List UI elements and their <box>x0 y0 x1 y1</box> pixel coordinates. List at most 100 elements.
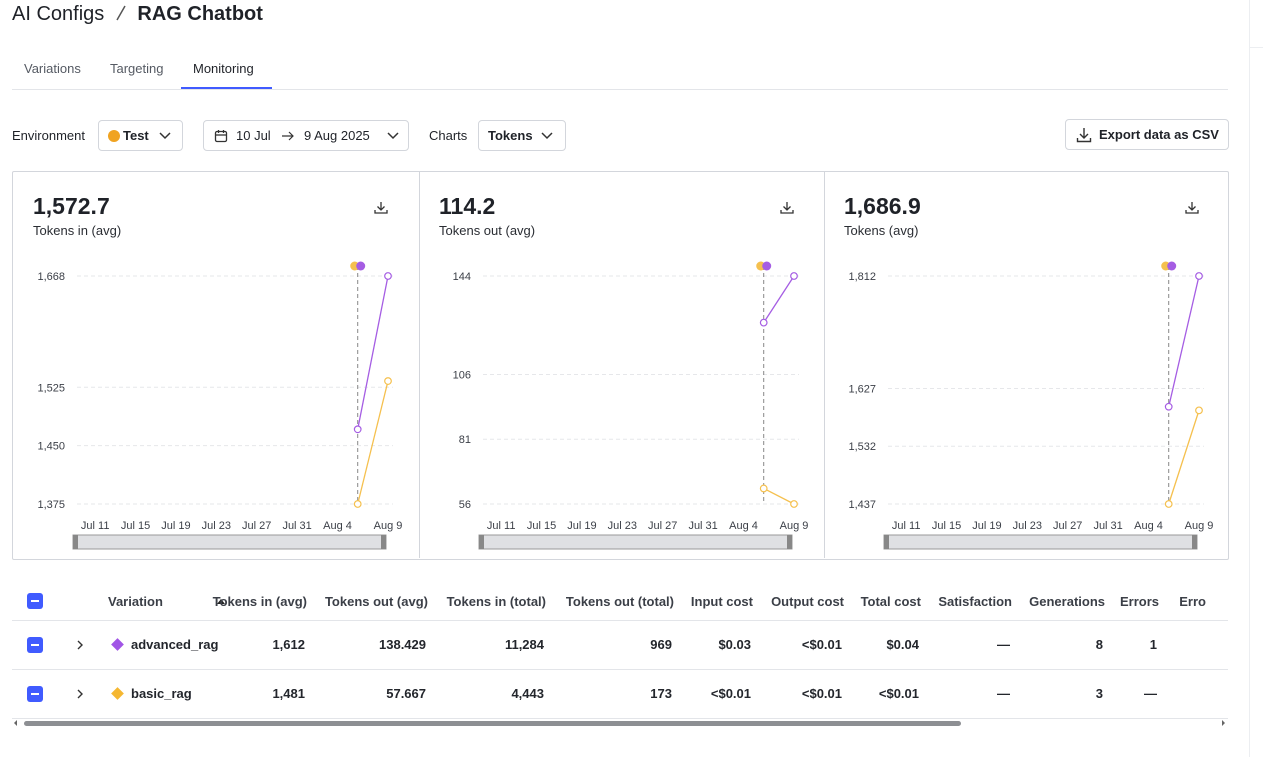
charts-container <box>12 171 1229 560</box>
slider-handle <box>786 535 792 549</box>
hover-dot <box>761 261 771 271</box>
checkbox[interactable] <box>27 686 43 702</box>
variation-name: basic_rag <box>131 686 192 701</box>
x-tick-label: Jul 15 <box>932 520 961 532</box>
x-tick-label: Jul 19 <box>567 520 596 532</box>
point <box>789 500 798 508</box>
calendar-icon <box>214 130 228 143</box>
tab[interactable]: Monitoring <box>193 61 254 76</box>
x-tick-label: Jul 15 <box>121 520 150 532</box>
download-button[interactable] <box>779 202 794 214</box>
cell: <$0.01 <box>878 686 919 701</box>
x-tick-label: Aug 4 <box>729 520 758 532</box>
column-header[interactable]: Satisfaction <box>938 594 1012 609</box>
scrollbar[interactable] <box>10 716 1230 730</box>
point <box>384 272 392 280</box>
point <box>353 425 362 434</box>
expand-icon[interactable] <box>75 688 85 700</box>
column-header[interactable]: Total cost <box>860 594 921 609</box>
point <box>789 272 798 280</box>
x-tick-label: Jul 11 <box>486 520 515 532</box>
date-to: 9 Aug 2025 <box>304 128 370 143</box>
point <box>384 377 392 385</box>
x-tick-label: Jul 31 <box>282 520 311 532</box>
side-border <box>1249 0 1250 757</box>
download-icon <box>1076 128 1092 143</box>
y-tick-label: 1,812 <box>848 271 876 283</box>
point <box>1195 406 1203 415</box>
x-tick-label: Jul 27 <box>1053 520 1082 532</box>
column-header[interactable]: Variation <box>108 594 163 609</box>
chart-panel: 1,572.7 Tokens in (avg) 1,375 1,450 1,525 1,6… <box>33 193 403 550</box>
cell: 1,481 <box>272 686 305 701</box>
column-header[interactable]: Erro <box>1179 594 1206 609</box>
column-header[interactable]: Input cost <box>690 594 753 609</box>
hover-dot <box>356 261 366 271</box>
series-line <box>762 275 795 323</box>
env-dot <box>108 130 120 142</box>
arrow-icon <box>282 131 294 141</box>
slider-handle <box>381 535 386 549</box>
range-slider[interactable] <box>72 534 387 550</box>
download-button[interactable] <box>1185 202 1199 214</box>
series-line <box>357 275 389 430</box>
range-slider[interactable] <box>883 534 1198 550</box>
cell: $0.04 <box>886 637 919 652</box>
cell: 11,284 <box>504 637 544 652</box>
y-tick-label: 1,450 <box>37 441 65 453</box>
tab[interactable]: Targeting <box>110 61 164 76</box>
cell: 969 <box>650 637 672 652</box>
charts-dropdown[interactable]: Tokens <box>478 120 566 151</box>
download-icon <box>779 202 794 214</box>
column-header[interactable]: Errors <box>1119 594 1159 609</box>
cell: — <box>997 686 1010 701</box>
x-tick-label: Jul 23 <box>607 520 636 532</box>
series-line <box>762 487 794 505</box>
cell: — <box>1144 686 1157 701</box>
slider-handle <box>478 535 484 549</box>
env-value: Test <box>123 128 149 143</box>
x-tick-label: Aug 9 <box>374 520 403 532</box>
point <box>759 318 768 327</box>
chevron <box>159 132 171 140</box>
column-header[interactable]: Tokens out (avg) <box>324 594 428 609</box>
breadcrumb-link[interactable]: AI Configs <box>12 3 105 25</box>
expand-icon[interactable] <box>75 639 85 651</box>
y-tick-label: 1,532 <box>848 441 876 453</box>
checkbox[interactable] <box>27 637 43 653</box>
cell: 3 <box>1095 686 1103 701</box>
chevron <box>387 132 399 140</box>
chart-title: Tokens (avg) <box>844 223 918 238</box>
export-button[interactable]: Export data as CSV <box>1065 119 1229 150</box>
column-header[interactable]: Tokens in (avg) <box>212 594 307 609</box>
separator <box>116 5 126 21</box>
column-header[interactable]: Generations <box>1029 594 1105 609</box>
x-tick-label: Jul 19 <box>161 520 190 532</box>
range-slider[interactable] <box>478 534 792 550</box>
variation-diamond <box>111 687 124 700</box>
column-header[interactable]: Output cost <box>771 594 844 609</box>
cell: $0.03 <box>718 637 751 652</box>
checkbox[interactable] <box>27 593 43 609</box>
env-dropdown[interactable]: Test <box>98 120 183 151</box>
x-tick-label: Jul 15 <box>526 520 555 532</box>
cell: 4,443 <box>511 686 544 701</box>
hover-dot <box>1167 261 1177 271</box>
slider-handle <box>73 535 78 549</box>
cell: 57.667 <box>386 686 426 701</box>
y-tick-label: 1,525 <box>37 382 65 394</box>
download-button[interactable] <box>374 202 388 214</box>
cell: 1,612 <box>272 637 305 652</box>
divider <box>12 89 1228 90</box>
download-icon <box>374 202 388 214</box>
tab[interactable]: Variations <box>24 61 81 76</box>
chart-panel: 1,686.9 Tokens (avg) 1,437 1,532 1,627 1,812 J… <box>824 172 1213 558</box>
breadcrumb: AI Configs RAG Chatbot <box>12 3 263 26</box>
column-header[interactable]: Tokens out (total) <box>565 594 674 609</box>
column-header[interactable]: Tokens in (total) <box>446 594 546 609</box>
date-range[interactable]: 10 Jul 9 Aug 2025 <box>203 120 409 151</box>
cell: 173 <box>650 686 672 701</box>
y-tick-label: 1,627 <box>848 383 876 395</box>
x-tick-label: Jul 23 <box>202 520 231 532</box>
